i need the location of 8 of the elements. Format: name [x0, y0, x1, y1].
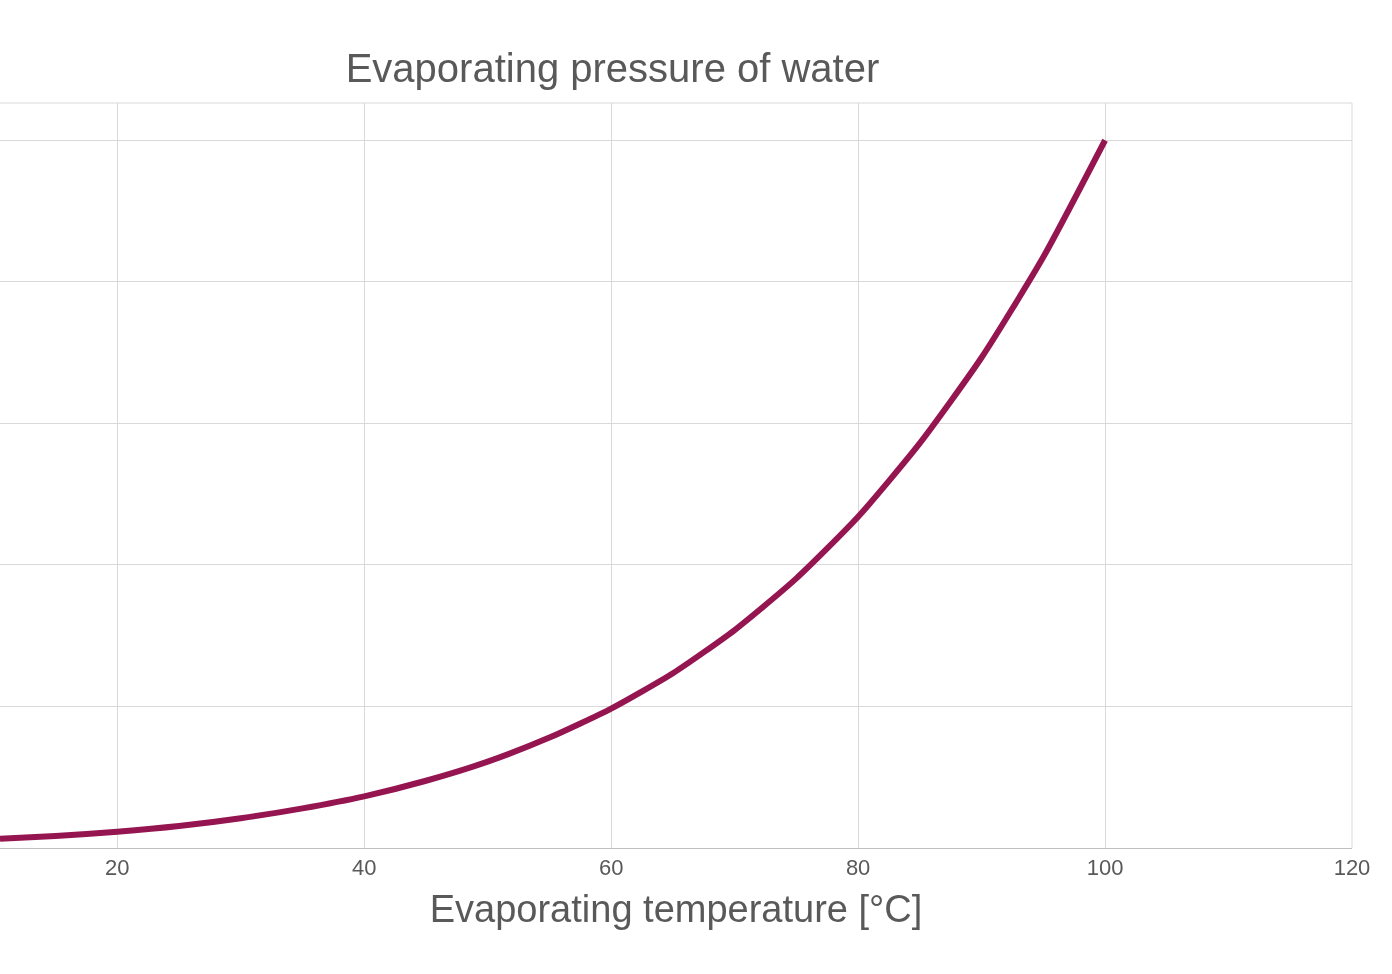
x-tick-label: 120: [1333, 855, 1371, 881]
x-tick-label: 20: [105, 855, 130, 881]
x-axis-title: Evaporating temperature [°C]: [429, 887, 923, 930]
x-tick-label: 40: [352, 855, 377, 881]
x-tick-label: 100: [1086, 855, 1124, 881]
x-tick-label: 60: [598, 855, 624, 881]
chart-title: Evaporating pressure of water: [345, 45, 880, 90]
x-tick-label: 80: [845, 855, 871, 881]
